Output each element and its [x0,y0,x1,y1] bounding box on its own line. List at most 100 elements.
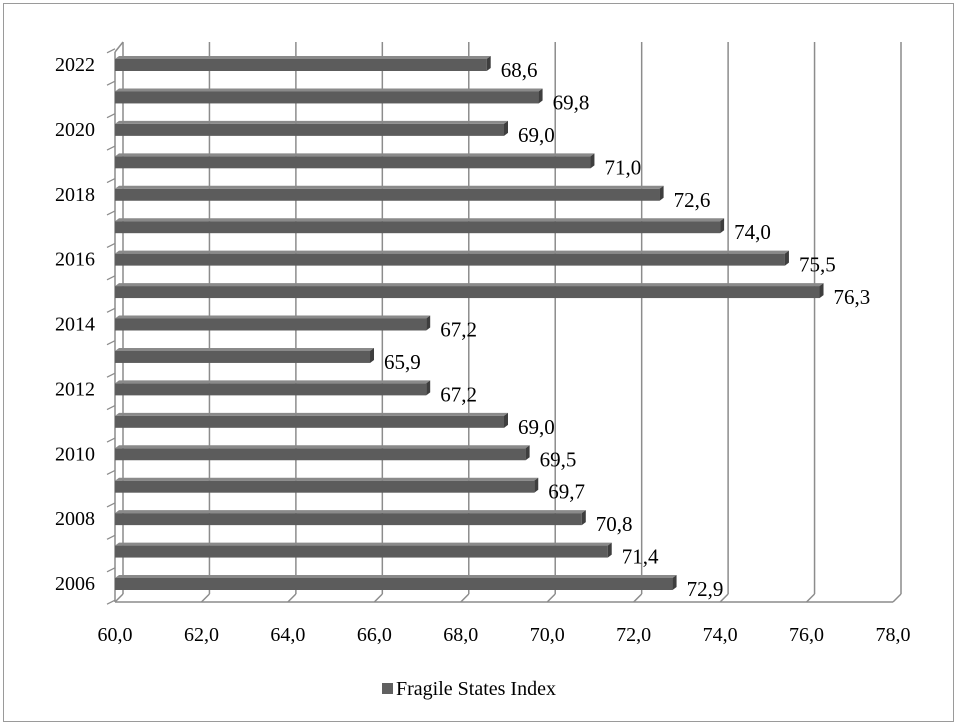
bar-top-face [115,56,491,59]
gridline-floor [287,593,297,603]
bar [115,545,608,558]
x-tick-label: 62,0 [184,624,219,646]
bar-top-face [115,445,530,449]
x-tick-label: 70,0 [530,624,565,646]
bar-top-face [115,88,543,92]
gridline-floor [200,593,210,603]
y-tick [106,372,116,378]
bar-side-face [581,510,586,526]
bar-top-face [115,185,664,189]
bar-top-face [115,412,508,416]
x-tick-label: 74,0 [703,624,738,646]
data-label: 65,9 [384,350,421,374]
bar-top-face [115,283,824,287]
x-tick-label: 72,0 [616,624,651,646]
y-tick-label: 2006 [55,573,95,595]
bar-side-face [607,542,612,558]
y-tick-label: 2016 [55,249,95,271]
bar-side-face [486,56,491,71]
data-label: 70,8 [596,512,633,536]
gridline-floor [633,593,643,603]
bar-top-face [115,347,375,351]
y-tick [106,177,116,184]
data-label: 75,5 [799,253,836,277]
bar-top-face [115,380,431,384]
bar-side-face [504,412,508,428]
bar-top-face [115,315,431,319]
x-tick-label: 66,0 [357,624,392,646]
y-tick [106,307,116,313]
bar-top-face [115,477,539,481]
y-tick-label: 2008 [55,508,95,530]
bar-side-face [534,477,539,493]
y-tick [106,340,116,346]
y-tick-label: 2012 [55,378,95,400]
y-axis-top-edge [114,41,124,53]
bar [115,221,721,234]
y-tick [106,437,116,443]
bar [115,253,785,266]
bar-top-face [115,575,677,578]
bar-side-face [659,185,664,201]
x-tick-label: 60,0 [98,624,133,646]
bar [115,448,526,461]
gridline-floor [373,593,383,603]
data-label: 68,6 [501,58,538,82]
gridline-floor [892,593,902,603]
bar-side-face [784,250,789,266]
y-tick [106,469,116,476]
gridline-floor [546,593,556,603]
data-label: 72,6 [674,188,711,212]
data-label: 69,8 [553,90,590,114]
legend-label: Fragile States Index [396,678,556,700]
bar [115,350,371,363]
bar-side-face [672,575,677,590]
bar-side-face [504,120,508,136]
y-tick [106,145,116,151]
y-tick [106,502,116,508]
bar [115,59,487,71]
gridline-floor [114,593,124,603]
y-tick-label: 2018 [55,184,95,206]
bar-top-face [115,120,508,124]
data-label: 67,2 [440,382,477,406]
x-tick-label: 68,0 [443,624,478,646]
bar-side-face [370,347,375,363]
y-tick-label: 2014 [55,314,95,336]
bar [115,286,820,299]
bar-side-face [538,88,543,104]
data-label: 69,0 [518,123,555,147]
y-tick [106,599,116,605]
bar-side-face [720,218,725,234]
y-tick [106,113,116,119]
x-tick-label: 76,0 [789,624,824,646]
bar [115,480,535,493]
data-label: 69,5 [540,447,577,471]
data-label: 69,7 [548,480,585,504]
bar [115,123,504,136]
y-tick [106,210,116,216]
data-label: 71,4 [622,545,659,569]
bar [115,513,582,526]
data-label: 76,3 [834,285,871,309]
bar-side-face [819,283,824,299]
y-tick-label: 2010 [55,443,95,465]
data-label: 72,9 [687,577,724,601]
data-label: 74,0 [734,220,771,244]
bar [115,188,660,201]
bar-side-face [426,315,431,331]
data-label: 71,0 [604,155,641,179]
y-tick [106,534,116,540]
bar [115,383,427,396]
y-tick [106,48,116,54]
bar [115,415,504,428]
y-tick-label: 2022 [55,54,95,76]
bar-top-face [115,153,595,157]
y-tick [106,275,116,281]
data-label: 67,2 [440,318,477,342]
bar [115,91,539,104]
y-tick [106,242,116,248]
bar-top-face [115,218,725,222]
x-tick-label: 64,0 [270,624,305,646]
